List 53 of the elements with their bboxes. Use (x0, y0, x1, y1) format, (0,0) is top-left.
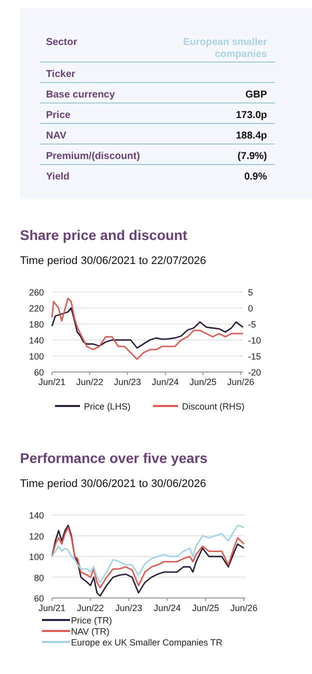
y2-tick-label: -10 (248, 336, 262, 346)
y-tick-label: 260 (28, 288, 44, 298)
y-tick-label: 60 (34, 594, 44, 604)
text: 188.4p (236, 130, 267, 142)
x-tick-label: Jun/26 (227, 377, 254, 387)
chart-subtitle: Time period 30/06/2021 to 22/07/2026 (20, 255, 206, 267)
category-label: Yield (46, 172, 70, 182)
text: (7.9%) (238, 151, 267, 162)
x-tick-label: Jun/25 (192, 603, 220, 613)
x-tick-label: Jun/22 (76, 377, 104, 387)
y-tick-label: 180 (28, 320, 44, 330)
legend-label: Discount (RHS) (182, 402, 245, 412)
category-label: Base currency (46, 90, 116, 100)
legend-label: Price (TR) (71, 616, 112, 626)
legend-label: Europe ex UK Smaller Companies TR (71, 638, 223, 648)
category-label: NAV (46, 130, 67, 142)
y2-tick-label: 5 (248, 288, 254, 298)
legend-label: Price (LHS) (84, 402, 131, 412)
text: GBP (245, 90, 267, 100)
text: 173.0p (236, 110, 267, 121)
x-tick-label: Jun/23 (114, 377, 141, 387)
text: European smaller companies (183, 37, 267, 60)
y2-tick-label: -20 (248, 368, 262, 378)
text: 0.9% (244, 172, 267, 182)
y-tick-label: 100 (28, 352, 44, 362)
legend-label: NAV (TR) (71, 626, 110, 636)
chart-title: Performance over five years (20, 450, 208, 466)
chart-subtitle: Time period 30/06/2021 to 30/06/2026 (20, 478, 206, 490)
x-tick-label: Jun/26 (230, 603, 258, 613)
x-tick-label: Jun/21 (38, 603, 66, 613)
line-series (51, 307, 244, 349)
x-tick-label: Jun/21 (38, 377, 66, 387)
y-tick-label: 100 (28, 552, 44, 562)
x-tick-label: Jun/24 (154, 603, 181, 613)
y-tick-label: 80 (34, 572, 44, 583)
category-label: Ticker (46, 69, 76, 80)
category-label: Premium/(discount) (46, 151, 140, 162)
y-tick-label: 140 (28, 336, 44, 346)
category-label: Sector (46, 37, 78, 48)
x-tick-label: Jun/22 (76, 603, 104, 613)
x-tick-label: Jun/24 (152, 377, 179, 387)
y-tick-label: 140 (28, 510, 44, 520)
x-tick-label: Jun/23 (115, 603, 142, 613)
chart-title: Share price and discount (20, 227, 188, 243)
y2-tick-label: -5 (248, 320, 256, 330)
category-label: Price (46, 110, 71, 121)
y-tick-label: 220 (28, 304, 44, 314)
y-tick-label: 120 (28, 531, 44, 542)
x-tick-label: Jun/25 (189, 377, 217, 387)
line-series (51, 298, 244, 360)
y-tick-label: 60 (34, 368, 44, 378)
y2-tick-label: 0 (248, 304, 254, 314)
y2-tick-label: -15 (248, 352, 262, 362)
